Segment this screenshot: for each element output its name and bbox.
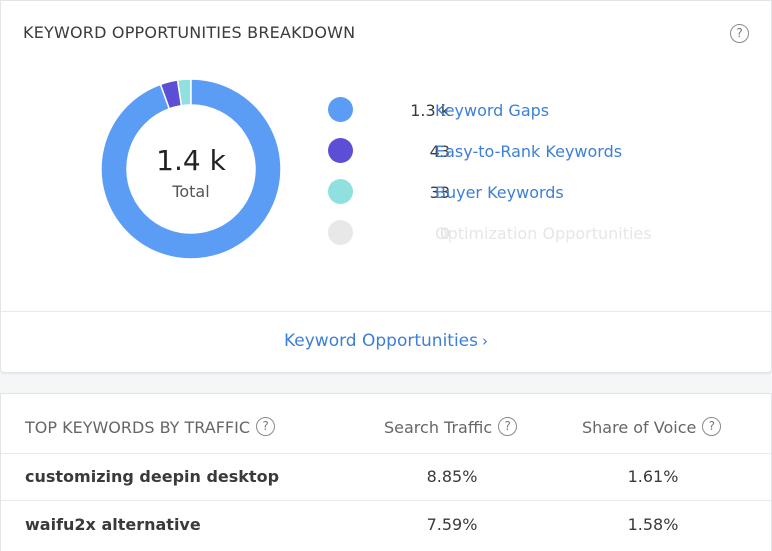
traffic-cell: 8.85% (426, 467, 478, 486)
help-icon[interactable]: ? (702, 417, 722, 436)
chevron-right-icon: › (482, 332, 488, 350)
optimization-opportunities-label: Optimization Opportunities (435, 224, 652, 243)
header-traffic-label: Search Traffic (384, 418, 493, 437)
keyword-gaps-link[interactable]: Keyword Gaps (435, 101, 550, 120)
legend-dot (328, 138, 353, 163)
footer-link-label: Keyword Opportunities (283, 331, 478, 351)
keyword-opportunities-link[interactable]: Keyword Opportunities › (1, 331, 771, 351)
keyword-cell[interactable]: waifu2x alternative (25, 515, 201, 534)
legend-count: 43 (429, 142, 450, 161)
row-divider (1, 453, 771, 454)
help-icon[interactable]: ? (498, 417, 518, 436)
keyword-opportunities-card: KEYWORD OPPORTUNITIES BREAKDOWN ? 1.4 k … (0, 0, 772, 373)
slice-keyword-gaps[interactable] (101, 79, 281, 259)
header-keyword-label: TOP KEYWORDS BY TRAFFIC (25, 418, 251, 437)
card-title: KEYWORD OPPORTUNITIES BREAKDOWN (23, 23, 356, 42)
header-share-of-voice[interactable]: Share of Voice? (582, 417, 722, 438)
row-divider (1, 500, 771, 501)
legend-count: 0 (439, 224, 450, 243)
legend-count: 33 (429, 183, 450, 202)
total-value: 1.4 k (156, 144, 226, 177)
traffic-cell: 7.59% (426, 515, 478, 534)
legend-count: 1.3 k (410, 101, 450, 120)
share-cell: 1.58% (627, 515, 679, 534)
keyword-cell[interactable]: customizing deepin desktop (25, 467, 280, 486)
header-share-label: Share of Voice (582, 418, 697, 437)
divider (1, 311, 771, 312)
legend-dot (328, 220, 353, 245)
donut-chart (101, 79, 281, 259)
easy-to-rank-link[interactable]: Easy-to-Rank Keywords (435, 142, 623, 161)
legend-dot (328, 97, 353, 122)
help-icon[interactable]: ? (730, 24, 749, 43)
header-search-traffic[interactable]: Search Traffic? (384, 417, 518, 438)
top-keywords-card: TOP KEYWORDS BY TRAFFIC? Search Traffic?… (0, 393, 772, 551)
total-label: Total (172, 182, 210, 201)
legend-dot (328, 179, 353, 204)
help-icon[interactable]: ? (256, 417, 276, 436)
share-cell: 1.61% (627, 467, 679, 486)
buyer-keywords-link[interactable]: Buyer Keywords (435, 183, 564, 202)
header-keyword: TOP KEYWORDS BY TRAFFIC? (25, 417, 276, 438)
